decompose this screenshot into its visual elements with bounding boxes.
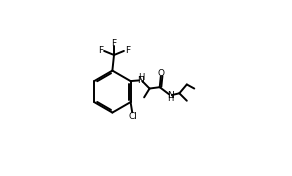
Text: O: O (158, 69, 165, 78)
Text: N: N (137, 76, 143, 85)
Text: Cl: Cl (128, 112, 137, 121)
Text: F: F (125, 46, 130, 55)
Text: H: H (167, 95, 174, 103)
Text: H: H (138, 73, 145, 82)
Text: F: F (112, 39, 117, 48)
Text: N: N (167, 92, 173, 100)
Text: F: F (98, 46, 103, 55)
